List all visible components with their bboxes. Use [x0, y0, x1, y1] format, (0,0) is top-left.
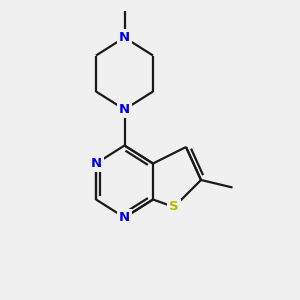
- Text: N: N: [119, 211, 130, 224]
- Text: S: S: [169, 200, 179, 214]
- Text: N: N: [119, 31, 130, 44]
- Text: N: N: [119, 103, 130, 116]
- Text: N: N: [90, 157, 102, 170]
